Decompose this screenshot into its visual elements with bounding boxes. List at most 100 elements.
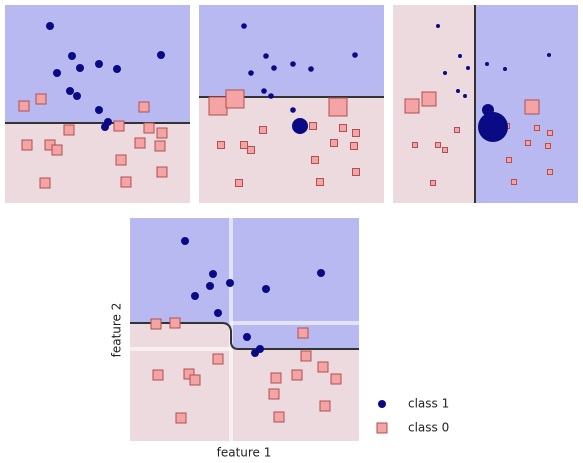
class-1-point: [271, 65, 277, 71]
class-0-point: [297, 327, 309, 339]
class-0-point: [143, 122, 155, 134]
class-1-point: [262, 285, 270, 293]
class-0-point: [404, 98, 420, 114]
class-1-point: [206, 282, 214, 290]
class-1-point: [113, 65, 121, 73]
class-1-point: [458, 54, 462, 58]
class-1-point: [456, 89, 460, 93]
panels: [5, 5, 578, 441]
class-0-point: [18, 100, 30, 112]
class-0-point: [330, 139, 338, 147]
class-0-point: [134, 137, 146, 149]
class-1-point: [95, 60, 103, 68]
class-0-point: [259, 126, 267, 134]
class-0-point: [291, 369, 303, 381]
class-0-point: [268, 388, 280, 400]
class-1-point: [436, 24, 440, 28]
class-0-point: [120, 176, 132, 188]
legend-label: class 1: [408, 397, 449, 411]
class-0-point: [183, 368, 195, 380]
class-1-point: [101, 123, 109, 131]
legend-marker: [376, 422, 388, 434]
class-0-point: [316, 178, 324, 186]
class-1-point: [290, 107, 296, 113]
class-1-point: [95, 106, 103, 114]
class-0-point: [547, 130, 553, 136]
class-1-point: [181, 237, 189, 245]
class-0-point: [270, 372, 282, 384]
class-0-point: [175, 412, 187, 424]
class-0-point: [328, 97, 348, 117]
class-0-point: [352, 168, 360, 176]
class-0-point: [317, 361, 329, 373]
class-0-point: [152, 369, 164, 381]
class-0-point: [225, 89, 245, 109]
class-0-point: [35, 93, 47, 105]
class-0-point: [169, 317, 181, 329]
class-0-point: [350, 142, 358, 150]
class-0-point: [412, 142, 418, 148]
class-0-point: [212, 353, 224, 365]
y-axis-label: feature 2: [110, 303, 124, 358]
class-0-point: [319, 400, 331, 412]
class-1-point: [191, 292, 199, 300]
class-1-point: [485, 62, 489, 66]
class-1-point: [157, 51, 165, 59]
x-axis-label: feature 1: [217, 446, 272, 460]
class-0-point: [235, 179, 243, 187]
class-1-point: [241, 23, 247, 29]
class-0-point: [156, 127, 168, 139]
class-0-point: [339, 124, 347, 132]
class-1-point: [68, 52, 76, 60]
class-1-point: [466, 66, 470, 70]
class-0-point: [21, 139, 33, 151]
class-0-point: [511, 179, 517, 185]
class-0-point: [51, 144, 63, 156]
class-0-point: [208, 96, 228, 116]
class-0-point: [454, 127, 460, 133]
class-0-point: [150, 318, 162, 330]
class-0-point: [113, 120, 125, 132]
class-0-point: [506, 157, 512, 163]
class-0-point: [545, 143, 551, 149]
class-0-point: [273, 411, 285, 423]
class-1-point: [53, 69, 61, 77]
class-1-point: [491, 125, 495, 129]
class-1-point: [248, 70, 254, 76]
legend-marker: [378, 400, 386, 408]
class-1-point: [296, 124, 302, 130]
class-0-point: [311, 156, 319, 164]
class-0-point: [430, 180, 436, 186]
class-0-point: [421, 91, 437, 107]
class-1-point: [46, 22, 54, 30]
class-1-point: [261, 88, 267, 94]
class-0-point: [39, 177, 51, 189]
class-0-point: [524, 99, 540, 115]
class-0-point: [247, 146, 255, 154]
class-1-point: [268, 93, 274, 99]
class-1-point: [226, 279, 234, 287]
class-0-point: [525, 140, 531, 146]
class-0-point: [63, 124, 75, 136]
class-0-point: [138, 101, 150, 113]
class-0-point: [189, 374, 201, 386]
class-1-point: [547, 53, 551, 57]
class-1-point: [308, 66, 314, 72]
class-1-point: [352, 52, 358, 58]
class-1-point: [76, 64, 84, 72]
class-0-point: [240, 141, 248, 149]
class-1-point: [317, 269, 325, 277]
legend-label: class 0: [408, 421, 449, 435]
class-1-point: [256, 345, 264, 353]
class-1-point: [243, 333, 251, 341]
class-1-point: [463, 94, 467, 98]
class-1-point: [503, 67, 507, 71]
class-0-point: [442, 147, 448, 153]
class-0-point: [534, 125, 540, 131]
class-0-point: [217, 141, 225, 149]
class-0-point: [547, 169, 553, 175]
region: [130, 218, 359, 349]
class-0-point: [156, 166, 168, 178]
class-0-point: [115, 154, 127, 166]
